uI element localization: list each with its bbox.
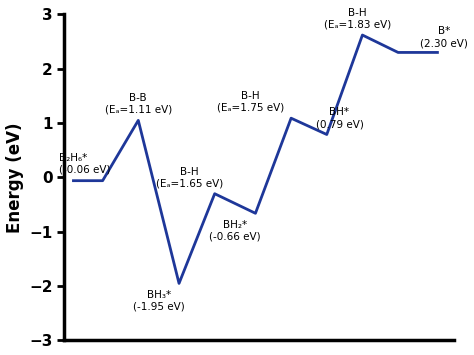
Text: B-H
(Eₐ=1.65 eV): B-H (Eₐ=1.65 eV) [155,167,223,188]
Text: B-H
(Eₐ=1.83 eV): B-H (Eₐ=1.83 eV) [324,8,391,29]
Text: B*
(2.30 eV): B* (2.30 eV) [420,27,468,48]
Text: B₂H₆*
(-0.06 eV): B₂H₆* (-0.06 eV) [59,153,111,174]
Text: BH*
(0.79 eV): BH* (0.79 eV) [316,108,364,129]
Y-axis label: Energy (eV): Energy (eV) [6,122,24,233]
Text: B-H
(Eₐ=1.75 eV): B-H (Eₐ=1.75 eV) [217,91,284,113]
Text: BH₃*
(-1.95 eV): BH₃* (-1.95 eV) [133,290,184,311]
Text: BH₂*
(-0.66 eV): BH₂* (-0.66 eV) [209,220,261,241]
Text: B-B
(Eₐ=1.11 eV): B-B (Eₐ=1.11 eV) [105,93,172,115]
